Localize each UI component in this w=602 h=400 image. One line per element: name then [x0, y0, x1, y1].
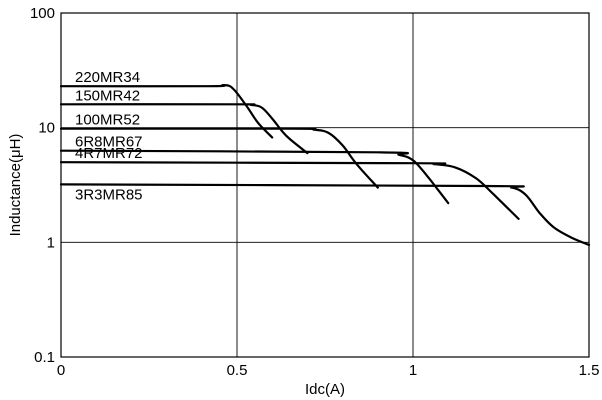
y-tick-label: 100 — [30, 5, 55, 22]
curve-3R3MR85 — [59, 183, 591, 246]
plot-frame — [60, 12, 590, 358]
y-axis-title: Inductance(μH) — [7, 134, 24, 237]
curve-150MR42 — [59, 103, 309, 155]
y-tick-label: 10 — [38, 120, 55, 137]
x-axis-title: Idc(A) — [305, 381, 345, 398]
y-tick-label: 0.1 — [34, 349, 55, 366]
x-tick-label: 1 — [409, 362, 417, 379]
tick-labels: 0 0.5 1 1.5 0.1 1 10 100 — [30, 5, 599, 379]
curves — [59, 83, 591, 246]
series-label-150MR42: 150MR42 — [75, 87, 140, 104]
series-label-3R3MR85: 3R3MR85 — [75, 186, 143, 203]
x-tick-label: 1.5 — [579, 362, 600, 379]
curve-4R7MR72 — [59, 161, 520, 220]
x-tick-label: 0.5 — [227, 362, 248, 379]
y-tick-label: 1 — [47, 234, 55, 251]
series-label-6R8MR67: 6R8MR67 — [75, 134, 143, 151]
curve-6R8MR67 — [59, 149, 450, 205]
curve-220MR34 — [59, 83, 274, 139]
x-tick-label: 0 — [57, 362, 65, 379]
series-label-100MR52: 100MR52 — [75, 112, 140, 129]
series-label-220MR34: 220MR34 — [75, 69, 140, 86]
series-label-4R7MR72: 4R7MR72 — [75, 145, 143, 162]
